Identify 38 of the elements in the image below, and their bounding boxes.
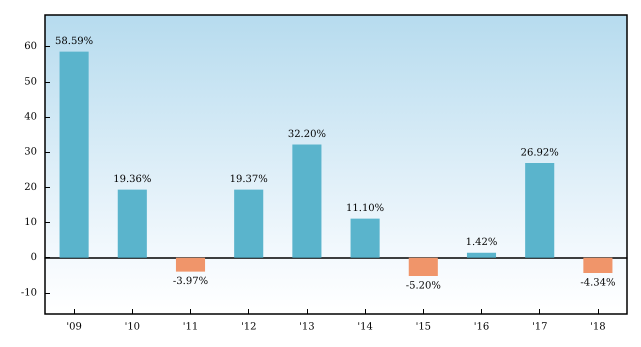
data-label: 26.92% <box>520 148 559 159</box>
data-label: -3.97% <box>172 276 208 288</box>
y-tick-label: 20 <box>24 182 37 193</box>
y-tick-label: 60 <box>24 41 37 52</box>
x-tick-label: '11 <box>182 322 198 332</box>
x-tick-label: '10 <box>124 322 140 332</box>
data-label: -5.20% <box>406 280 441 292</box>
bar <box>583 258 612 273</box>
x-tick-label: '17 <box>532 322 548 332</box>
data-label: 11.10% <box>346 203 384 214</box>
bar <box>118 190 147 258</box>
y-tick-label: 0 <box>30 252 37 264</box>
x-tick-label: '13 <box>299 322 315 332</box>
bar <box>176 258 206 272</box>
x-tick-label: '15 <box>416 322 432 332</box>
data-label: 19.37% <box>230 174 268 186</box>
data-label: 1.42% <box>466 237 498 248</box>
bar <box>466 252 496 258</box>
y-tick-label: 10 <box>24 217 37 228</box>
bar <box>60 52 89 258</box>
x-tick-label: '16 <box>474 322 490 332</box>
data-label: -4.34% <box>580 277 616 288</box>
data-label: 19.36% <box>113 174 152 186</box>
bar <box>234 190 264 258</box>
x-tick-label: '18 <box>590 322 606 332</box>
y-tick-label: -10 <box>20 287 37 298</box>
x-tick-label: '14 <box>357 322 373 332</box>
data-label: 32.20% <box>288 128 326 140</box>
y-tick-label: 40 <box>24 112 37 123</box>
y-tick-label: 30 <box>24 146 37 158</box>
y-tick-label: 50 <box>24 76 37 88</box>
x-tick-label: '12 <box>240 322 256 332</box>
bar <box>408 258 438 276</box>
bar <box>292 144 322 258</box>
data-label: 58.59% <box>55 36 94 48</box>
x-tick-label: '09 <box>66 322 82 332</box>
bar <box>350 218 380 258</box>
bar <box>525 163 554 258</box>
